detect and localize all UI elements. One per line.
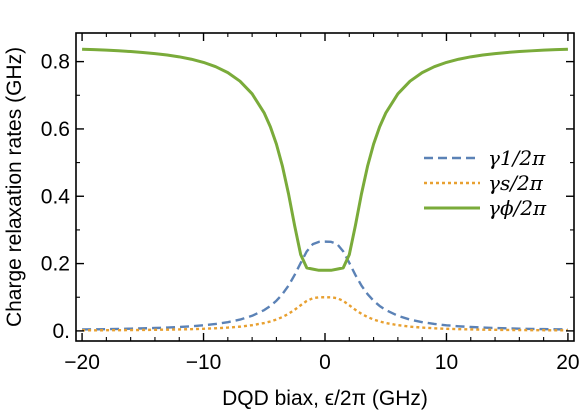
y-tick-label: 0.2	[41, 253, 70, 276]
y-tick-label: 0.6	[41, 118, 70, 141]
plot-area	[82, 47, 568, 332]
x-tick-label: −20	[64, 351, 100, 374]
series-line-2	[82, 296, 568, 332]
series-line-3	[82, 47, 568, 272]
axes: −20 −10 0 10 20 0. 0.2 0.4 0.6 0.8	[41, 32, 580, 374]
x-tick-label: −10	[186, 351, 222, 374]
y-tick-label: 0.	[52, 320, 70, 343]
x-tick-label: 0	[319, 351, 331, 374]
x-axis-label: DQD biax, ϵ/2π (GHz)	[222, 387, 428, 410]
legend-label-3: γϕ/2π	[488, 196, 547, 220]
legend-label-1: γ1/2π	[488, 146, 546, 170]
series-line-1	[82, 240, 568, 331]
y-axis-label: Charge relaxation rates (GHz)	[3, 47, 26, 327]
y-tick-label: 0.4	[41, 185, 71, 208]
y-tick-label: 0.8	[41, 51, 70, 74]
legend-label-2: γs/2π	[488, 171, 544, 195]
x-tick-label: 20	[556, 351, 579, 374]
x-tick-label: 10	[435, 351, 458, 374]
